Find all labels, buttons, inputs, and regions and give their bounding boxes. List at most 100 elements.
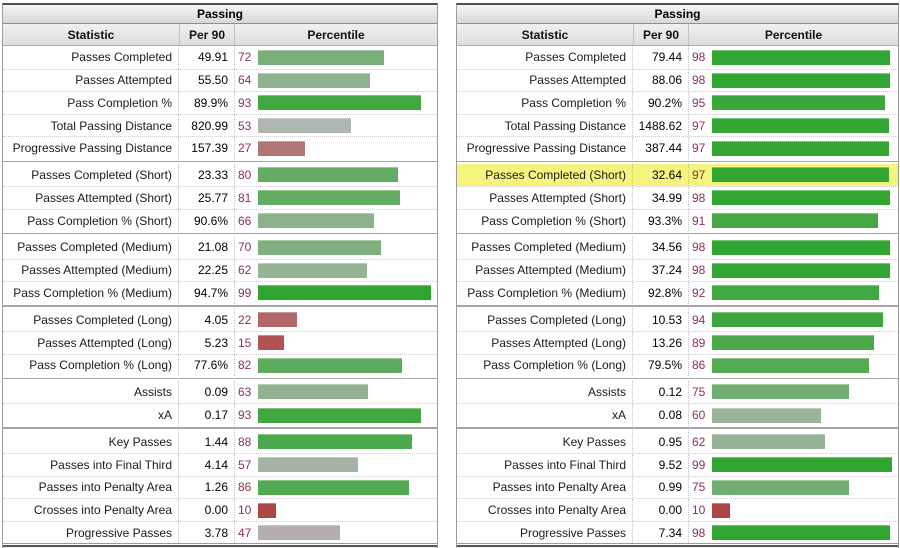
stat-row[interactable]: Pass Completion % 89.9% 93 [3, 91, 437, 114]
stat-row[interactable]: Passes Completed 79.44 98 [457, 46, 898, 69]
stat-row[interactable]: Total Passing Distance 1488.62 97 [457, 113, 898, 137]
percentile-bar [258, 434, 412, 450]
percentile-bar-track [258, 167, 433, 183]
percentile-bar-track [712, 357, 894, 373]
stat-row[interactable]: Pass Completion % (Medium) 92.8% 92 [457, 281, 898, 304]
percentile-cell: 93 [235, 92, 437, 114]
stat-row[interactable]: Key Passes 0.95 62 [457, 430, 898, 454]
column-header-statistic: Statistic [67, 27, 115, 42]
table-title: Passing [3, 5, 437, 24]
percentile-value: 93 [238, 95, 252, 110]
percentile-bar-track [258, 434, 433, 450]
percentile-bar [712, 190, 891, 206]
percentile-bar [258, 140, 306, 156]
percentile-value: 62 [238, 263, 252, 278]
stat-row[interactable]: Crosses into Penalty Area 0.00 10 [457, 498, 898, 521]
per90-value: 387.44 [633, 137, 689, 159]
percentile-bar [712, 457, 893, 473]
stat-group: Passes Completed 49.91 72 Passes Attempt… [3, 46, 437, 159]
stat-row[interactable]: Passes into Penalty Area 1.26 86 [3, 475, 437, 499]
percentile-bar [712, 434, 825, 450]
percentile-value: 86 [238, 480, 252, 495]
stat-label: Passes Attempted [3, 69, 179, 92]
percentile-value: 57 [238, 457, 252, 472]
percentile-bar [258, 118, 351, 134]
stat-row[interactable]: Progressive Passes 3.78 47 [3, 520, 437, 544]
stat-row[interactable]: Passes Completed (Long) 4.05 22 [3, 308, 437, 331]
stat-label: Pass Completion % (Long) [3, 354, 179, 377]
stat-row[interactable]: Crosses into Penalty Area 0.00 10 [3, 498, 437, 521]
percentile-cell: 99 [235, 282, 437, 304]
per90-value: 0.12 [633, 380, 689, 404]
stat-row[interactable]: Passes Attempted (Long) 5.23 15 [3, 330, 437, 354]
percentile-value: 94 [692, 312, 706, 327]
percentile-cell: 86 [689, 355, 898, 377]
stat-row[interactable]: Passes Attempted (Medium) 22.25 62 [3, 258, 437, 282]
percentile-bar-track [258, 479, 433, 495]
per90-value: 4.14 [179, 454, 235, 476]
per90-value: 92.8% [633, 282, 689, 304]
stat-label: Passes Attempted (Long) [3, 331, 179, 354]
stat-row[interactable]: Passes Completed 49.91 72 [3, 46, 437, 69]
stat-row[interactable]: Pass Completion % (Short) 90.6% 66 [3, 208, 437, 232]
percentile-value: 64 [238, 73, 252, 88]
stat-row[interactable]: Passes into Penalty Area 0.99 75 [457, 475, 898, 499]
stat-row[interactable]: Passes Attempted (Medium) 37.24 98 [457, 258, 898, 282]
percentile-value: 53 [238, 118, 252, 133]
stat-row[interactable]: Passes Attempted 55.50 64 [3, 68, 437, 92]
stat-row[interactable]: Total Passing Distance 820.99 53 [3, 113, 437, 137]
per90-value: 13.26 [633, 331, 689, 354]
passing-table: Passing Statistic Per 90 Percentile Pass… [2, 3, 438, 548]
stat-row[interactable]: Key Passes 1.44 88 [3, 430, 437, 454]
stat-row[interactable]: Pass Completion % (Short) 93.3% 91 [457, 208, 898, 232]
stat-row[interactable]: Pass Completion % (Long) 77.6% 82 [3, 353, 437, 377]
stat-row[interactable]: Passes Attempted 88.06 98 [457, 68, 898, 92]
column-headers: Statistic Per 90 Percentile [3, 24, 437, 46]
stat-row[interactable]: Passes into Final Third 4.14 57 [3, 453, 437, 476]
stat-label: Passes Attempted (Short) [457, 187, 633, 209]
stat-row[interactable]: Passes Completed (Short) 23.33 80 [3, 163, 437, 187]
stat-group: Assists 0.12 75 xA 0.08 60 [457, 380, 898, 426]
stat-row[interactable]: Passes Completed (Medium) 34.56 98 [457, 235, 898, 259]
percentile-value: 82 [238, 358, 252, 373]
stat-row[interactable]: Progressive Passing Distance 157.39 27 [3, 136, 437, 159]
per90-value: 49.91 [179, 46, 235, 69]
stat-row[interactable]: Progressive Passing Distance 387.44 97 [457, 136, 898, 159]
stat-row[interactable]: Passes Attempted (Long) 13.26 89 [457, 330, 898, 354]
stat-label: Progressive Passes [3, 521, 179, 544]
percentile-bar-track [258, 140, 433, 156]
stat-row[interactable]: Passes Completed (Long) 10.53 94 [457, 308, 898, 331]
percentile-bar [258, 239, 381, 255]
percentile-bar [258, 407, 421, 423]
stat-row[interactable]: Pass Completion % (Long) 79.5% 86 [457, 353, 898, 377]
percentile-value: 95 [692, 95, 706, 110]
stat-row[interactable]: Passes Attempted (Short) 25.77 81 [3, 186, 437, 209]
stat-row[interactable]: Passes Completed (Short) 32.64 97 [457, 163, 898, 187]
percentile-cell: 94 [689, 308, 898, 331]
percentile-value: 62 [692, 434, 706, 449]
stat-row[interactable]: Passes Completed (Medium) 21.08 70 [3, 235, 437, 259]
stat-row[interactable]: Passes into Final Third 9.52 99 [457, 453, 898, 476]
stat-row[interactable]: Assists 0.09 63 [3, 380, 437, 404]
stat-row[interactable]: Pass Completion % (Medium) 94.7% 99 [3, 281, 437, 304]
percentile-bar [258, 312, 297, 328]
stat-row[interactable]: Pass Completion % 90.2% 95 [457, 91, 898, 114]
per90-value: 820.99 [179, 114, 235, 137]
percentile-cell: 72 [235, 46, 437, 69]
per90-value: 25.77 [179, 187, 235, 209]
percentile-bar-track [712, 285, 894, 301]
stat-row[interactable]: xA 0.17 93 [3, 403, 437, 426]
stat-row[interactable]: Progressive Passes 7.34 98 [457, 520, 898, 544]
stat-row[interactable]: xA 0.08 60 [457, 403, 898, 426]
stat-row[interactable]: Passes Attempted (Short) 34.99 98 [457, 186, 898, 209]
stat-row[interactable]: Assists 0.12 75 [457, 380, 898, 404]
stat-group: Passes Completed (Short) 23.33 80 Passes… [3, 163, 437, 232]
percentile-cell: 82 [235, 355, 437, 377]
percentile-bar [712, 167, 889, 183]
percentile-cell: 98 [689, 70, 898, 92]
percentile-bar-track [258, 312, 433, 328]
per90-value: 1488.62 [633, 114, 689, 137]
stat-label: Passes Attempted (Long) [457, 331, 633, 354]
percentile-bar [258, 72, 370, 88]
